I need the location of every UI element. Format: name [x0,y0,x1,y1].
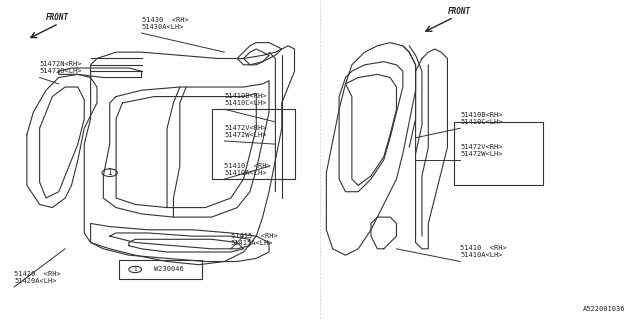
Text: 51430  <RH>
51430A<LH>: 51430 <RH> 51430A<LH> [141,17,188,30]
Text: 51472V<RH>
51472W<LH>: 51472V<RH> 51472W<LH> [225,125,267,138]
Text: 51472V<RH>
51472W<LH>: 51472V<RH> 51472W<LH> [460,144,502,157]
Text: FRONT: FRONT [46,13,69,22]
Text: 51410B<RH>
51410C<LH>: 51410B<RH> 51410C<LH> [225,93,267,106]
Text: 51410  <RH>
51410A<LH>: 51410 <RH> 51410A<LH> [225,163,271,176]
Text: A522001036: A522001036 [584,306,626,312]
Text: 51415  <RH>
51415A<LH>: 51415 <RH> 51415A<LH> [231,233,278,246]
Text: 51420  <RH>
51420A<LH>: 51420 <RH> 51420A<LH> [14,271,61,284]
Text: 1: 1 [133,267,137,272]
Text: W230046: W230046 [154,267,184,272]
Text: 1: 1 [108,168,112,177]
Text: 51472N<RH>
51472O<LH>: 51472N<RH> 51472O<LH> [40,61,82,74]
Text: FRONT: FRONT [447,7,470,16]
Text: 51410B<RH>
51410C<LH>: 51410B<RH> 51410C<LH> [460,112,502,125]
Text: 51410  <RH>
51410A<LH>: 51410 <RH> 51410A<LH> [460,245,507,258]
